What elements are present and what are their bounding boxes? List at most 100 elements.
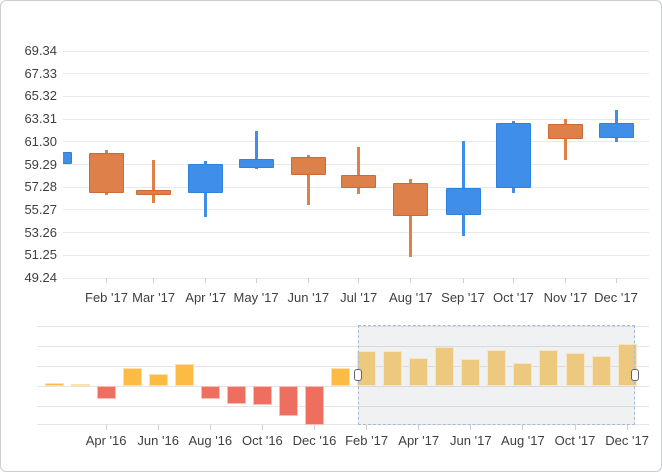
x-axis-label: Mar '17	[132, 290, 176, 305]
gridline	[37, 346, 649, 347]
x-axis-label: Apr '17	[398, 433, 440, 448]
x-axis-label: Aug '17	[501, 433, 545, 448]
y-axis-label: 59.29	[24, 156, 57, 172]
nav-bar-may-16	[122, 368, 142, 386]
nav-bar-jun-16	[148, 374, 168, 386]
candle-sep-17[interactable]	[445, 140, 481, 237]
y-axis-label: 49.24	[24, 270, 57, 286]
nav-bar-sep-16	[226, 386, 246, 404]
nav-bar-aug-17	[513, 363, 533, 386]
nav-bar-feb-16	[44, 383, 64, 386]
range-selection-frame[interactable]	[358, 325, 635, 425]
x-axis-label: Apr '16	[85, 433, 127, 448]
candle-wick	[409, 178, 413, 258]
gridline	[37, 406, 649, 407]
candle-wick	[357, 146, 361, 195]
nav-bar-oct-16	[252, 386, 272, 405]
gridline	[63, 164, 649, 166]
axis-tick	[615, 278, 617, 283]
candle-wick	[254, 131, 258, 169]
right-range-handle[interactable]	[630, 369, 639, 381]
candle-body	[548, 124, 583, 139]
axis-tick	[157, 425, 159, 430]
axis-tick	[153, 278, 155, 283]
x-axis-label: Dec '17	[594, 290, 638, 305]
candle-oct-17[interactable]	[495, 120, 531, 194]
axis-tick	[307, 278, 309, 283]
y-axis-label: 67.33	[24, 65, 57, 81]
gridline	[63, 209, 649, 211]
x-axis-label: Jun '16	[137, 433, 179, 448]
y-axis-label: 63.31	[24, 111, 57, 127]
candle-body	[598, 123, 634, 139]
candle-jun-17[interactable]	[290, 155, 326, 206]
candle-apr-17[interactable]	[188, 161, 224, 217]
gridline	[63, 118, 649, 120]
y-axis-label: 65.32	[24, 88, 57, 104]
candle-feb-17[interactable]	[89, 149, 124, 196]
axis-tick	[470, 425, 472, 430]
nav-bar-mar-16	[70, 383, 90, 386]
nav-bar-jun-17	[461, 359, 481, 386]
candle-body	[445, 187, 481, 216]
axis-tick	[314, 425, 315, 430]
candle-body	[188, 164, 224, 193]
candle-body	[393, 182, 429, 217]
navigator-track[interactable]	[37, 325, 649, 425]
gridline	[63, 232, 649, 234]
left-range-handle[interactable]	[354, 369, 362, 381]
y-axis-label: 57.28	[24, 179, 57, 195]
nav-bar-aug-16	[200, 386, 220, 399]
axis-tick	[255, 278, 257, 283]
x-axis-label: Oct '17	[493, 290, 534, 305]
x-axis-label: Nov '17	[543, 290, 588, 305]
nav-bar-jul-17	[487, 350, 507, 386]
x-axis-label: Oct '17	[554, 433, 596, 448]
gridline	[63, 141, 649, 143]
axis-tick	[574, 425, 576, 430]
candle-nov-17[interactable]	[548, 119, 583, 161]
axis-tick	[105, 425, 107, 430]
nav-bar-jul-16	[174, 364, 194, 386]
nav-bar-apr-16	[96, 386, 116, 399]
axis-tick	[205, 278, 207, 283]
nav-bar-nov-16	[278, 386, 298, 416]
nav-bar-jan-17	[331, 368, 351, 386]
candle-jul-17[interactable]	[341, 146, 377, 195]
x-axis-label: Dec '17	[605, 433, 649, 448]
y-axis-label: 55.27	[24, 201, 57, 217]
candle-body	[63, 152, 72, 165]
x-axis-label: Feb '17	[345, 433, 389, 448]
nav-bar-dec-16	[305, 386, 324, 425]
candle-aug-17[interactable]	[393, 178, 429, 258]
x-axis-label: Aug '16	[188, 433, 233, 448]
gridline	[37, 326, 649, 327]
axis-tick	[410, 278, 412, 283]
axis-tick	[261, 425, 263, 430]
nav-bar-nov-17	[591, 356, 611, 386]
y-axis-label: 51.25	[24, 247, 57, 263]
axis-tick	[358, 278, 360, 283]
nav-bar-mar-17	[383, 351, 403, 386]
x-axis-label: Jun '17	[287, 290, 330, 305]
candle-dec-17[interactable]	[598, 110, 634, 142]
candle-jan-17[interactable]	[63, 152, 72, 166]
x-axis-label: Jul '17	[340, 290, 378, 305]
x-axis-label: Sep '17	[441, 290, 485, 305]
candle-wick	[152, 160, 156, 203]
axis-tick	[418, 425, 420, 430]
candle-body	[136, 190, 172, 195]
axis-tick	[565, 278, 566, 283]
candle-may-17[interactable]	[238, 131, 274, 169]
gridline	[37, 366, 649, 367]
nav-bar-may-17	[435, 347, 455, 386]
candle-body	[89, 152, 124, 193]
x-axis-label: May '17	[233, 290, 279, 305]
x-axis-label: Apr '17	[185, 290, 227, 305]
axis-tick	[512, 278, 514, 283]
candle-body	[238, 159, 274, 169]
candle-mar-17[interactable]	[136, 160, 172, 203]
